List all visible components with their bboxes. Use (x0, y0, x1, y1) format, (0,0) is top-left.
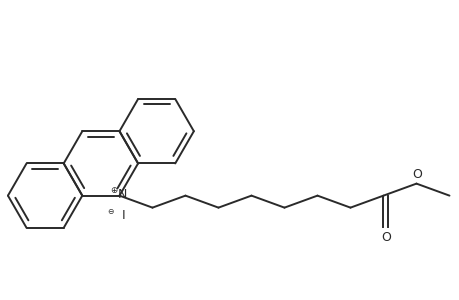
Text: I: I (122, 209, 125, 222)
Text: O: O (380, 231, 390, 244)
Text: O: O (412, 167, 421, 181)
Text: $^{\oplus}$N: $^{\oplus}$N (110, 187, 128, 202)
Text: $^{\ominus}$: $^{\ominus}$ (107, 208, 115, 218)
